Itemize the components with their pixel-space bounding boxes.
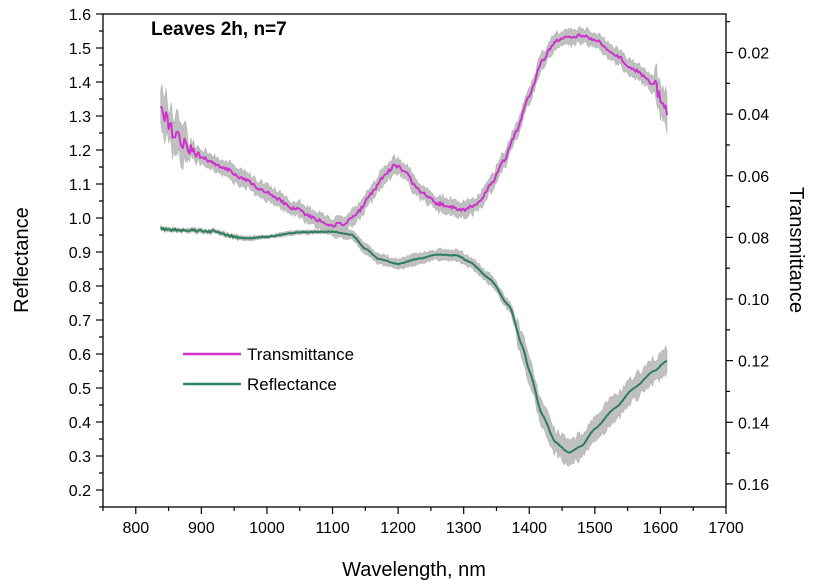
y2-tick-label: 0.14 [738,415,769,432]
x-tick-label: 1700 [708,520,744,537]
y-tick-label: 0.9 [69,245,91,262]
x-axis-title: Wavelength, nm [342,559,486,581]
error-band-transmittance [160,26,668,237]
y-tick-label: 1.1 [69,177,91,194]
y2-tick-label: 0.12 [738,354,769,371]
x-tick-label: 1400 [511,520,547,537]
y-tick-label: 1.4 [69,75,91,92]
y-tick-label: 0.6 [69,347,91,364]
y-tick-label: 0.8 [69,279,91,296]
y-axis-title: Reflectance [11,207,33,313]
legend-label-transmittance: Transmittance [247,345,354,364]
x-tick-label: 1500 [577,520,613,537]
y-tick-label: 1.3 [69,109,91,126]
tick-labels: 800 900 1000 1100 1200 1300 1400 1500 1600 1700 0.… [69,7,769,537]
legend: Transmittance Reflectance [183,345,354,394]
series-lines [159,33,668,454]
error-bands [160,26,668,467]
y2-tick-label: 0.04 [738,107,769,124]
x-tick-label: 1200 [380,520,416,537]
y-tick-label: 0.2 [69,483,91,500]
x-tick-label: 1000 [249,520,285,537]
y-tick-label: 0.5 [69,381,91,398]
y-tick-label: 0.4 [69,415,91,432]
y-tick-label: 1.6 [69,7,91,24]
plot-frame [102,13,727,508]
chart-title: Leaves 2h, n=7 [151,19,287,40]
x-tick-label: 900 [188,520,215,537]
x-tick-label: 1600 [643,520,679,537]
y-tick-label: 0.7 [69,313,91,330]
y-tick-label: 1.0 [69,211,91,228]
y2-tick-label: 0.08 [738,230,769,247]
y-tick-label: 1.2 [69,143,91,160]
y-tick-label: 0.3 [69,449,91,466]
y-tick-label: 1.5 [69,41,91,58]
series-line-transmittance [159,33,668,228]
y2-tick-label: 0.10 [738,292,769,309]
y2-axis-title: Transmittance [785,187,807,313]
error-band-reflectance [160,224,668,467]
x-tick-label: 1100 [315,520,350,537]
x-tick-label: 1300 [446,520,482,537]
y2-tick-label: 0.16 [738,477,769,494]
x-tick-label: 800 [122,520,149,537]
axis-ticks [96,13,733,514]
y2-tick-label: 0.02 [738,46,769,63]
legend-label-reflectance: Reflectance [247,375,337,394]
y2-tick-label: 0.06 [738,169,769,186]
series-line-reflectance [159,226,668,454]
